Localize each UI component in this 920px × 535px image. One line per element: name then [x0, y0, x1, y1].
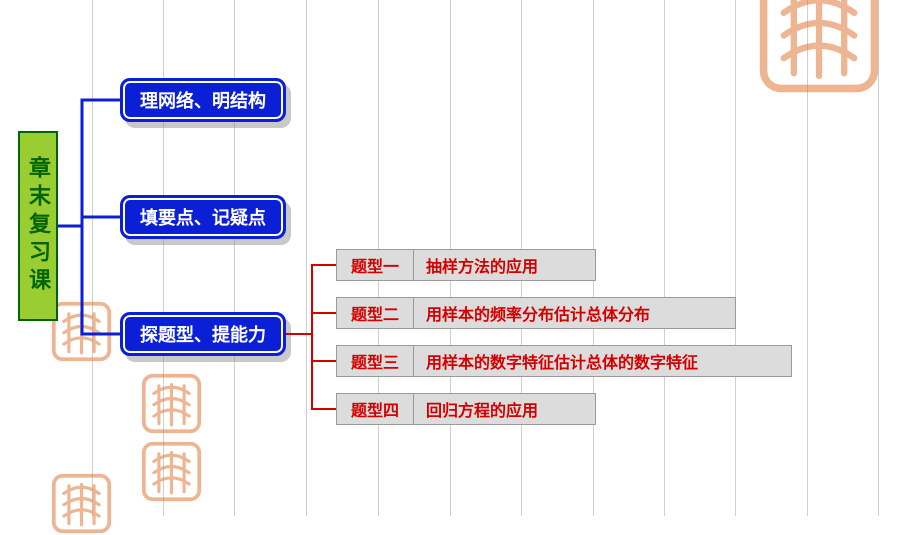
topic-row-t1[interactable]: 题型一抽样方法的应用	[336, 249, 596, 281]
topic-text: 回归方程的应用	[414, 397, 550, 421]
root-label: 章末复习课	[22, 156, 54, 296]
topic-row-t2[interactable]: 题型二用样本的频率分布估计总体分布	[336, 297, 736, 329]
topic-tag: 题型三	[337, 346, 414, 376]
topic-text: 用样本的数字特征估计总体的数字特征	[414, 349, 710, 373]
section-node-b2[interactable]: 填要点、记疑点	[120, 195, 286, 239]
topic-tag: 题型二	[337, 298, 414, 328]
section-node-b1[interactable]: 理网络、明结构	[120, 78, 286, 122]
topic-text: 用样本的频率分布估计总体分布	[414, 301, 662, 325]
section-label: 理网络、明结构	[140, 87, 266, 113]
topic-tag: 题型四	[337, 394, 414, 424]
section-label: 探题型、提能力	[140, 321, 266, 347]
topic-tag: 题型一	[337, 250, 414, 280]
section-node-b3[interactable]: 探题型、提能力	[120, 312, 286, 356]
topic-text: 抽样方法的应用	[414, 253, 550, 277]
topic-row-t4[interactable]: 题型四回归方程的应用	[336, 393, 596, 425]
section-label: 填要点、记疑点	[140, 204, 266, 230]
topic-row-t3[interactable]: 题型三用样本的数字特征估计总体的数字特征	[336, 345, 792, 377]
root-node: 章末复习课	[18, 131, 58, 321]
